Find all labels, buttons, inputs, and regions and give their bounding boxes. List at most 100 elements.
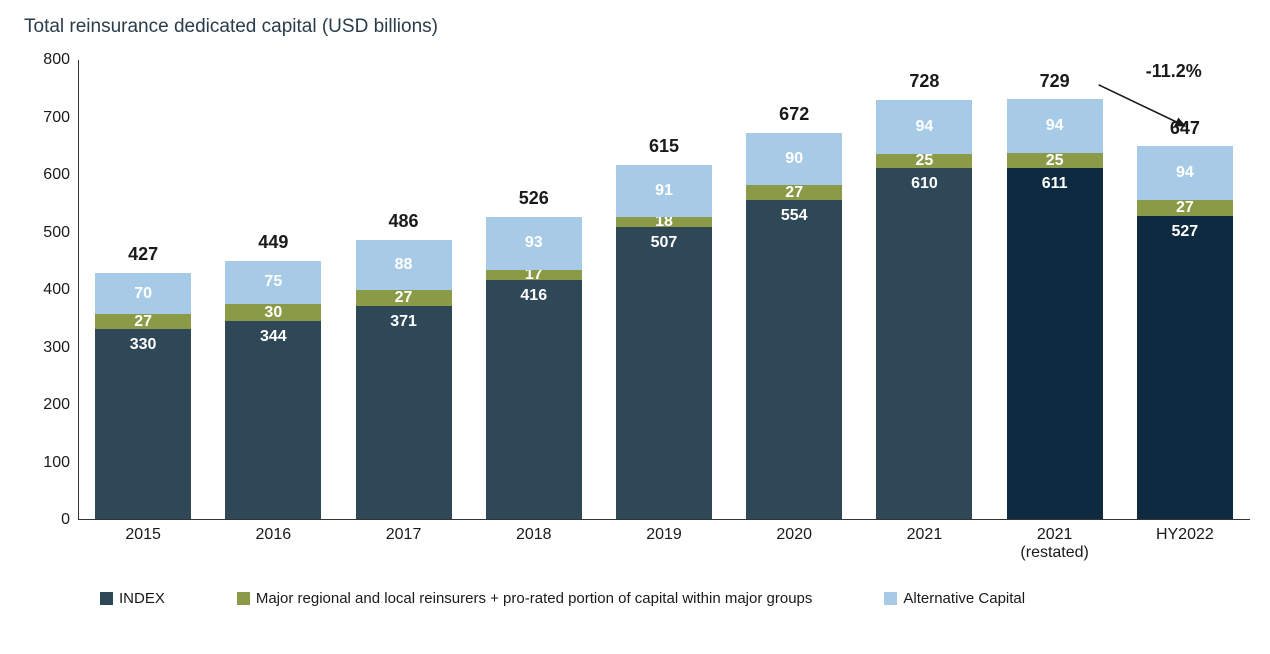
y-tick-label: 100 bbox=[30, 454, 78, 472]
legend-label: INDEX bbox=[119, 590, 165, 607]
bar-total-label: 615 bbox=[649, 136, 679, 157]
bar-segment-index: 527 bbox=[1137, 216, 1233, 519]
bar-segment-alt: 70 bbox=[95, 273, 191, 313]
y-tick-label: 400 bbox=[30, 281, 78, 299]
bar-segment-major: 27 bbox=[1137, 200, 1233, 216]
bar-slot: 610 25 94 728 bbox=[859, 60, 989, 519]
bar-segment-alt: 88 bbox=[356, 240, 452, 291]
bar-slot: 554 27 90 672 bbox=[729, 60, 859, 519]
bar-segment-index: 507 bbox=[616, 227, 712, 519]
bar-total-label: 647 bbox=[1170, 118, 1200, 139]
bar-total-label: 729 bbox=[1040, 71, 1070, 92]
segment-value-label: 611 bbox=[1007, 176, 1103, 192]
x-axis: 20152016201720182019202020212021 (restat… bbox=[78, 520, 1250, 560]
bar-segment-major: 18 bbox=[616, 217, 712, 227]
bar: 330 27 70 bbox=[95, 273, 191, 519]
x-tick-label: 2021 bbox=[859, 520, 989, 560]
legend-swatch-icon bbox=[884, 592, 897, 605]
bar: 527 27 94 bbox=[1137, 146, 1233, 519]
bar-segment-major: 30 bbox=[225, 304, 321, 321]
bar-segment-alt: 94 bbox=[1007, 99, 1103, 153]
bar-total-label: 449 bbox=[258, 232, 288, 253]
bar-slot: 330 27 70 427 bbox=[78, 60, 208, 519]
segment-value-label: 527 bbox=[1137, 224, 1233, 240]
bar-total-label: 486 bbox=[389, 211, 419, 232]
legend-swatch-icon bbox=[237, 592, 250, 605]
y-tick-label: 200 bbox=[30, 396, 78, 414]
x-tick-label: 2016 bbox=[208, 520, 338, 560]
bar-slot: 34430 75 449 bbox=[208, 60, 338, 519]
legend-item: Alternative Capital bbox=[884, 590, 1025, 607]
x-tick-label: 2018 bbox=[469, 520, 599, 560]
bar-segment-index: 416 bbox=[486, 280, 582, 519]
bar-total-label: 728 bbox=[909, 71, 939, 92]
bar-segment-index: 611 bbox=[1007, 168, 1103, 519]
segment-value-label: 94 bbox=[916, 119, 934, 135]
x-tick-label: HY2022 bbox=[1120, 520, 1250, 560]
bar-total-label: 427 bbox=[128, 244, 158, 265]
bar-total-label: 526 bbox=[519, 188, 549, 209]
segment-value-label: 75 bbox=[264, 274, 282, 290]
segment-value-label: 91 bbox=[655, 183, 673, 199]
segment-value-label: 27 bbox=[785, 185, 803, 201]
bar-slot: 507 18 91 615 bbox=[599, 60, 729, 519]
segment-value-label: 507 bbox=[616, 235, 712, 251]
plot-area: 330 27 70 427 34430 75 449 371 27 88 486 4161793 526… bbox=[78, 60, 1250, 520]
bars-container: 330 27 70 427 34430 75 449 371 27 88 486 4161793 526… bbox=[78, 60, 1250, 519]
bar-segment-alt: 75 bbox=[225, 261, 321, 304]
bar-segment-index: 344 bbox=[225, 321, 321, 519]
segment-value-label: 554 bbox=[746, 208, 842, 224]
segment-value-label: 610 bbox=[876, 176, 972, 192]
x-tick-label: 2021 (restated) bbox=[990, 520, 1120, 560]
bar: 507 18 91 bbox=[616, 165, 712, 519]
bar-segment-alt: 93 bbox=[486, 217, 582, 270]
segment-value-label: 94 bbox=[1046, 118, 1064, 134]
legend-label: Alternative Capital bbox=[903, 590, 1025, 607]
legend-item: Major regional and local reinsurers + pr… bbox=[237, 590, 813, 607]
bar-segment-alt: 90 bbox=[746, 133, 842, 185]
y-tick-label: 800 bbox=[30, 51, 78, 69]
bar: 371 27 88 bbox=[356, 240, 452, 519]
x-tick-label: 2017 bbox=[338, 520, 468, 560]
bar-total-label: 672 bbox=[779, 104, 809, 125]
x-tick-label: 2020 bbox=[729, 520, 859, 560]
segment-value-label: 93 bbox=[525, 235, 543, 251]
segment-value-label: 94 bbox=[1176, 165, 1194, 181]
y-tick-label: 300 bbox=[30, 339, 78, 357]
segment-value-label: 30 bbox=[264, 305, 282, 321]
bar-slot: 611 25 94 729 bbox=[990, 60, 1120, 519]
bar-slot: 527 27 94 647 bbox=[1120, 60, 1250, 519]
bar-segment-index: 554 bbox=[746, 200, 842, 519]
bar-segment-alt: 94 bbox=[876, 100, 972, 154]
segment-value-label: 330 bbox=[95, 337, 191, 353]
segment-value-label: 90 bbox=[785, 151, 803, 167]
bar-segment-index: 610 bbox=[876, 168, 972, 519]
bar-segment-major: 27 bbox=[95, 314, 191, 330]
chart-title: Total reinsurance dedicated capital (USD… bbox=[24, 16, 1250, 38]
segment-value-label: 70 bbox=[134, 286, 152, 302]
bar-segment-index: 330 bbox=[95, 329, 191, 519]
bar-segment-alt: 94 bbox=[1137, 146, 1233, 200]
legend-label: Major regional and local reinsurers + pr… bbox=[256, 590, 813, 607]
change-annotation: -11.2% bbox=[1146, 61, 1202, 82]
segment-value-label: 27 bbox=[395, 290, 413, 306]
bar-segment-major: 25 bbox=[876, 154, 972, 168]
bar: 611 25 94 bbox=[1007, 99, 1103, 519]
bar-segment-major: 27 bbox=[746, 185, 842, 201]
bar-segment-alt: 91 bbox=[616, 165, 712, 217]
segment-value-label: 88 bbox=[395, 257, 413, 273]
segment-value-label: 371 bbox=[356, 314, 452, 330]
bar: 554 27 90 bbox=[746, 133, 842, 519]
segment-value-label: 27 bbox=[1176, 200, 1194, 216]
segment-value-label: 25 bbox=[1046, 153, 1064, 169]
y-tick-label: 0 bbox=[30, 511, 78, 529]
legend-item: INDEX bbox=[100, 590, 165, 607]
bar-segment-index: 371 bbox=[356, 306, 452, 519]
segment-value-label: 416 bbox=[486, 288, 582, 304]
x-tick-label: 2015 bbox=[78, 520, 208, 560]
bar: 34430 75 bbox=[225, 261, 321, 519]
bar: 4161793 bbox=[486, 217, 582, 519]
legend: INDEX Major regional and local reinsurers… bbox=[100, 590, 1250, 607]
bar-slot: 371 27 88 486 bbox=[338, 60, 468, 519]
bar-segment-major: 25 bbox=[1007, 153, 1103, 167]
